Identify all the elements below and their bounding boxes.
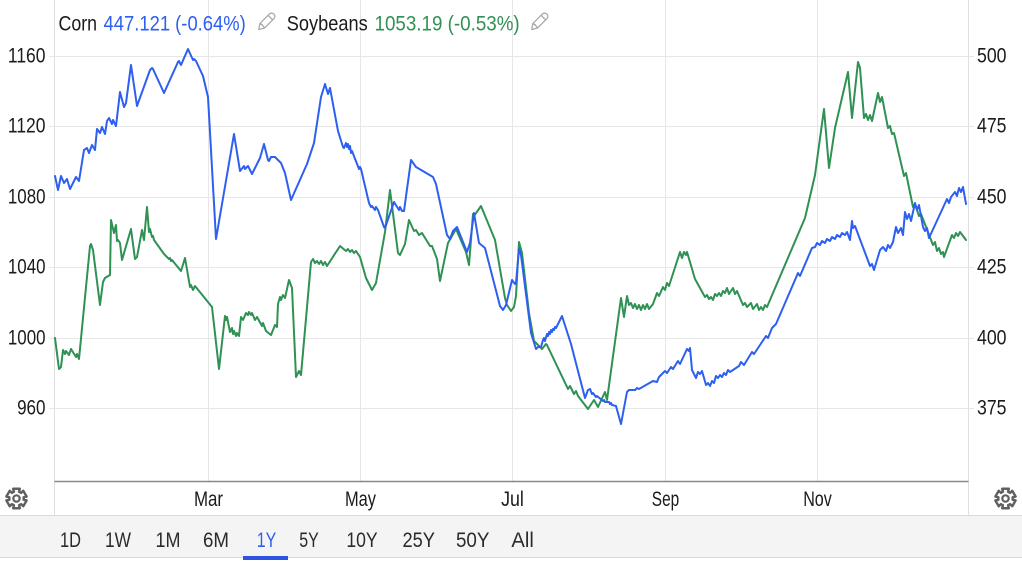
svg-text:1W: 1W — [105, 529, 131, 552]
svg-text:10Y: 10Y — [346, 529, 377, 552]
svg-text:Soybeans: Soybeans — [287, 13, 368, 36]
svg-text:450: 450 — [977, 185, 1007, 208]
svg-text:1M: 1M — [156, 529, 181, 552]
svg-text:1160: 1160 — [8, 44, 46, 67]
svg-text:447.121 (-0.64%): 447.121 (-0.64%) — [104, 13, 246, 36]
svg-text:1120: 1120 — [8, 114, 46, 137]
svg-text:1040: 1040 — [8, 255, 46, 278]
svg-text:Corn: Corn — [59, 13, 98, 36]
svg-text:425: 425 — [977, 255, 1007, 278]
svg-text:960: 960 — [17, 396, 45, 419]
svg-text:5Y: 5Y — [299, 529, 319, 552]
svg-text:475: 475 — [977, 114, 1007, 137]
svg-text:375: 375 — [977, 396, 1007, 419]
svg-text:1053.19 (-0.53%): 1053.19 (-0.53%) — [375, 13, 520, 36]
svg-text:Mar: Mar — [194, 488, 223, 511]
svg-text:1000: 1000 — [8, 326, 46, 349]
svg-text:400: 400 — [977, 326, 1007, 349]
svg-text:50Y: 50Y — [456, 529, 490, 552]
svg-text:1080: 1080 — [8, 185, 46, 208]
svg-text:Nov: Nov — [803, 488, 832, 511]
svg-text:Sep: Sep — [652, 488, 679, 511]
svg-text:May: May — [345, 488, 376, 511]
svg-text:25Y: 25Y — [402, 529, 435, 552]
svg-text:Jul: Jul — [501, 488, 524, 511]
svg-text:1Y: 1Y — [257, 529, 277, 552]
svg-text:1D: 1D — [60, 529, 81, 552]
svg-text:All: All — [511, 529, 534, 552]
svg-text:6M: 6M — [203, 529, 229, 552]
svg-text:500: 500 — [977, 44, 1007, 67]
